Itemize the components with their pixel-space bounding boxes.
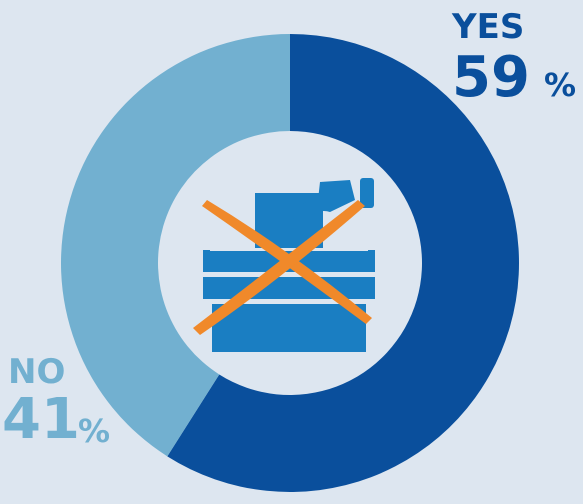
category-label: NO <box>8 352 65 392</box>
slices <box>60 34 519 492</box>
unit-label: % <box>78 412 110 450</box>
value-label: 59 <box>452 45 530 110</box>
slice <box>60 34 291 457</box>
ballot-icon <box>193 178 375 352</box>
value-label: 41 <box>2 387 80 452</box>
category-label: YES <box>451 7 524 47</box>
unit-label: % <box>544 66 576 104</box>
slice <box>167 34 519 492</box>
